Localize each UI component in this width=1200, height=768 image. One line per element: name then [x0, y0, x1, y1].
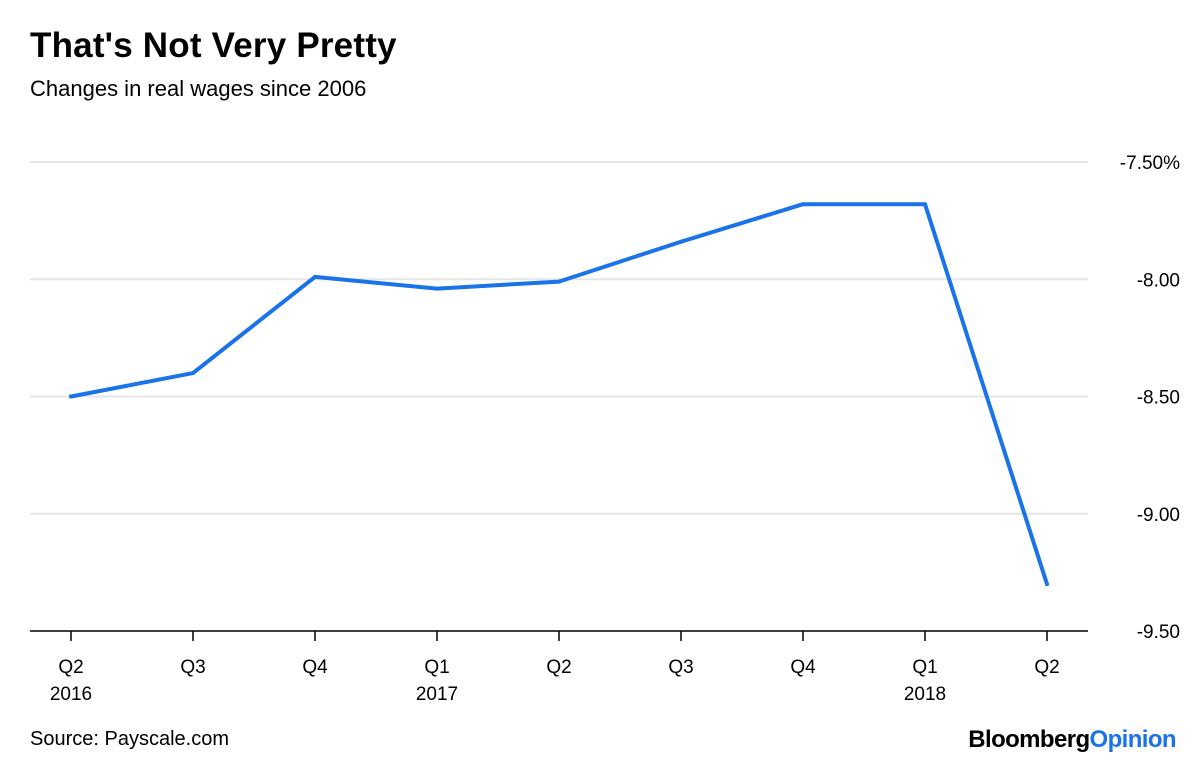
data-point [1045, 582, 1049, 587]
source-note: Source: Payscale.com [30, 728, 229, 750]
y-tick-label: -7.50% [1120, 153, 1180, 174]
gridlines [30, 161, 1088, 515]
y-tick-label: -9.00 [1137, 505, 1180, 526]
brand-opinion: Opinion [1089, 726, 1177, 753]
x-tick-label: Q1 [912, 657, 937, 678]
x-tick-label: Q2 [1034, 657, 1059, 678]
chart-subtitle: Changes in real wages since 2006 [30, 76, 367, 101]
x-year-label: 2017 [416, 684, 458, 705]
y-axis-labels: -7.50% -8.00 -8.50 -9.00 -9.50 [1120, 153, 1180, 643]
brand-bloomberg: Bloomberg [968, 726, 1090, 753]
data-point [557, 279, 561, 284]
data-point [191, 371, 195, 376]
y-tick-label: -8.00 [1137, 270, 1180, 291]
x-year-label: 2016 [50, 684, 92, 705]
data-point [313, 274, 317, 279]
data-point [923, 202, 927, 207]
x-tick-label: Q3 [180, 657, 205, 678]
data-point [435, 286, 439, 291]
x-tick-label: Q1 [424, 657, 449, 678]
x-tick-label: Q4 [302, 657, 328, 678]
data-point [69, 394, 73, 399]
series-layer [69, 202, 1049, 587]
data-point [801, 202, 805, 207]
x-tick-label: Q3 [668, 657, 693, 678]
x-year-label: 2018 [904, 684, 946, 705]
series-line [69, 202, 1049, 587]
data-point [679, 239, 683, 244]
x-tick-label: Q4 [790, 657, 816, 678]
bloomberg-opinion-logo: BloombergOpinion [968, 726, 1176, 754]
y-tick-label: -9.50 [1137, 622, 1180, 643]
x-axis: Q2 2016 Q3 Q4 Q1 2017 Q2 Q3 Q4 Q1 2018 Q2 [30, 630, 1088, 705]
x-tick-label: Q2 [546, 657, 571, 678]
x-tick-label: Q2 [58, 657, 83, 678]
y-tick-label: -8.50 [1137, 388, 1180, 409]
chart-title: That's Not Very Pretty [30, 26, 397, 65]
